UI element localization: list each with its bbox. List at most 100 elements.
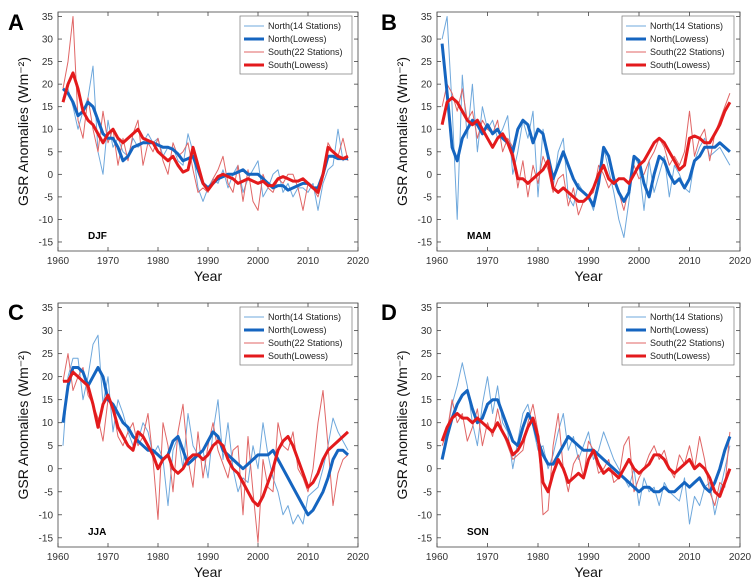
panel-c: C -15 -10 -5 0 5 10 15 20 25 30 35 1960 1970 1980 1990 2… [8,300,370,580]
x-tick-label: 2000 [247,552,270,563]
series-line-south-lowess- [61,71,349,194]
y-tick-label: 15 [421,395,433,406]
legend-entry: South(22 Stations) [268,47,343,57]
legend: North(14 Stations) North(Lowess) South(22 … [621,15,735,75]
panel-a: A -15 -10 -5 0 5 10 15 20 25 30 35 1960 1970 1980 1990 2… [8,10,370,284]
x-tick-label: 2020 [347,256,370,267]
x-tick-label: 1960 [47,552,70,563]
legend-entry: South(22 Stations) [268,338,343,348]
y-tick-label: 5 [426,147,432,158]
legend-entry: North(14 Stations) [268,312,341,322]
season-label: MAM [467,231,491,242]
y-tick-label: -15 [39,533,54,544]
y-axis-title: GSR Anomalies (Wm⁻²) [394,57,410,206]
y-axis-title: GSR Anomalies (Wm⁻²) [15,351,31,500]
panel-letter: D [381,300,397,325]
y-axis-title: GSR Anomalies (Wm⁻²) [15,57,31,206]
legend-entry: North(Lowess) [650,34,709,44]
y-tick-label: 5 [47,441,53,452]
season-label: SON [467,527,489,538]
legend-entry: South(Lowess) [650,60,710,70]
legend-entry: North(14 Stations) [268,21,341,31]
season-label: JJA [88,527,106,538]
y-tick-label: 30 [421,326,433,337]
x-tick-label: 1990 [577,552,600,563]
y-tick-label: -5 [423,192,432,203]
series-line-south-lowess- [440,412,732,498]
y-tick-label: 15 [42,102,54,113]
y-tick-label: 30 [42,326,54,337]
x-tick-label: 1980 [527,552,550,563]
series-line-south-22-stations- [62,16,349,211]
y-tick-label: 20 [42,80,54,91]
x-tick-label: 1990 [197,552,220,563]
series-line-north-lowess- [440,389,732,494]
x-tick-label: 2000 [628,552,651,563]
legend: North(14 Stations) North(Lowess) South(22 … [239,306,353,366]
y-axis-title: GSR Anomalies (Wm⁻²) [394,351,410,500]
y-tick-label: 15 [42,395,54,406]
legend-entry: North(14 Stations) [650,312,723,322]
y-tick-label: 35 [421,12,433,23]
y-tick-label: 35 [42,303,54,314]
y-tick-label: -5 [44,192,53,203]
panel-d: D -15 -10 -5 0 5 10 15 20 25 30 35 1960 1970 1980 1990 2… [381,300,752,580]
y-tick-label: -10 [418,215,433,226]
x-tick-label: 2020 [347,552,370,563]
y-tick-label: 15 [421,102,433,113]
x-axis-title: Year [194,268,223,284]
panel-b: B -15 -10 -5 0 5 10 15 20 25 30 35 1960 1970 1980 1990 2… [381,10,752,284]
x-tick-label: 1970 [476,256,499,267]
x-tick-label: 2000 [247,256,270,267]
legend-entry: South(22 Stations) [650,47,725,57]
y-tick-label: -15 [418,237,433,248]
x-axis-title: Year [194,564,223,580]
y-tick-label: 25 [421,349,433,360]
panel-letter: B [381,10,397,35]
y-tick-label: -10 [39,215,54,226]
y-tick-label: 20 [421,372,433,383]
legend-entry: South(Lowess) [268,351,328,361]
x-tick-label: 1960 [426,256,449,267]
y-tick-label: 35 [42,12,54,23]
y-tick-label: -10 [39,510,54,521]
season-label: DJF [88,231,107,242]
y-tick-label: 30 [42,35,54,46]
x-tick-label: 2020 [729,256,752,267]
x-tick-label: 1960 [426,552,449,563]
x-tick-label: 1990 [197,256,220,267]
y-tick-label: 10 [421,125,433,136]
y-tick-label: -15 [39,237,54,248]
y-tick-label: 0 [47,170,53,181]
x-tick-label: 2010 [678,256,701,267]
y-tick-label: 25 [42,57,54,68]
legend: North(14 Stations) North(Lowess) South(22 … [621,306,735,366]
series-line-north-14-stations- [62,65,349,211]
x-axis-title: Year [574,268,603,284]
y-tick-label: -5 [423,487,432,498]
legend-entry: South(Lowess) [268,60,328,70]
y-tick-label: 25 [42,349,54,360]
y-tick-label: -10 [418,510,433,521]
x-tick-label: 2020 [729,552,752,563]
x-tick-label: 1970 [476,552,499,563]
y-tick-label: 20 [421,80,433,91]
panel-letter: A [8,10,24,35]
x-tick-label: 1980 [147,256,170,267]
x-tick-label: 1990 [577,256,600,267]
x-tick-label: 1960 [47,256,70,267]
legend-entry: South(Lowess) [650,351,710,361]
legend-entry: North(Lowess) [268,325,327,335]
legend-entry: North(Lowess) [650,325,709,335]
x-tick-label: 2010 [678,552,701,563]
panel-letter: C [8,300,24,325]
x-tick-label: 1980 [527,256,550,267]
y-tick-label: 10 [421,418,433,429]
y-tick-label: 10 [42,418,54,429]
y-tick-label: 5 [47,147,53,158]
x-tick-label: 2010 [297,256,320,267]
x-tick-label: 1970 [97,552,120,563]
legend: North(14 Stations) North(Lowess) South(22 … [239,15,353,75]
legend-entry: North(14 Stations) [650,21,723,31]
